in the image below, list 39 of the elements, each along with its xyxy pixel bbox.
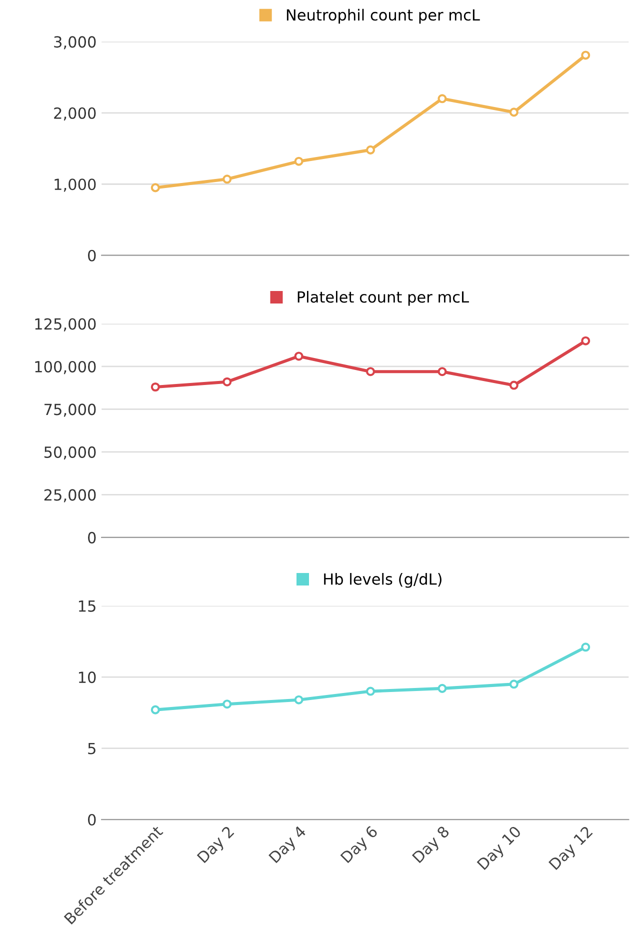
point [581, 336, 590, 346]
y-tick-label: 25,000 [44, 489, 96, 502]
y-tick-label: 0 [88, 532, 96, 544]
point [222, 377, 232, 386]
point [150, 705, 160, 714]
legend-label: Hb levels (g/dL) [324, 573, 442, 588]
y-tick-label: 10 [78, 672, 96, 684]
point [222, 174, 232, 184]
legend-label: Neutrophil count per mcL [286, 8, 480, 24]
point [366, 145, 376, 154]
y-tick-label: 50,000 [44, 446, 96, 460]
point [581, 642, 590, 652]
point [509, 380, 518, 390]
legend-label: Platelet count per mcL [298, 290, 469, 306]
point [509, 108, 518, 117]
x-tick-label: Day 4 [268, 825, 309, 866]
point [150, 183, 160, 192]
y-tick-label: 3,000 [54, 36, 96, 50]
point [150, 382, 160, 392]
y-tick-label: 2,000 [54, 107, 96, 120]
point [438, 367, 447, 376]
point [581, 50, 590, 60]
point [294, 352, 304, 361]
y-tick-label: 1,000 [54, 178, 96, 192]
y-tick-label: 75,000 [44, 404, 96, 417]
point [509, 680, 518, 689]
point [366, 367, 376, 376]
y-tick-label: 100,000 [35, 360, 96, 374]
point [438, 94, 447, 104]
point [222, 700, 232, 709]
y-tick-label: 0 [88, 814, 96, 826]
point [294, 695, 304, 704]
y-tick-label: 15 [78, 600, 96, 612]
y-tick-label: 125,000 [35, 318, 96, 332]
y-tick-label: 0 [88, 250, 96, 262]
point [366, 686, 376, 696]
point [438, 684, 447, 693]
y-tick-label: 5 [88, 742, 96, 754]
point [294, 156, 304, 166]
